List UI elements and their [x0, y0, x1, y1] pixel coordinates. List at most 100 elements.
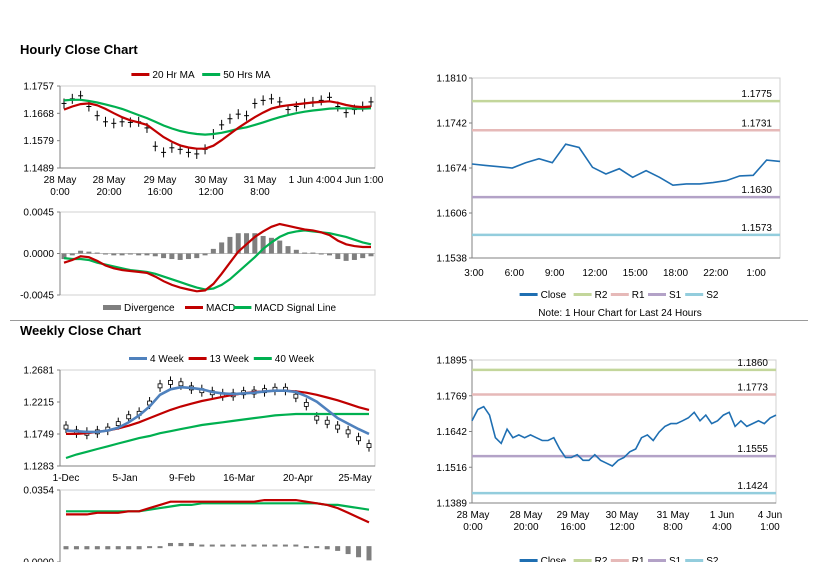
- hourly-divergence-bar: [69, 253, 75, 256]
- weekly-divergence-bar: [324, 546, 330, 550]
- weekly-price-body: [335, 424, 341, 430]
- hourly-section-title: Hourly Close Chart: [20, 42, 138, 57]
- hourly-divergence-bar: [327, 253, 333, 256]
- hourly-divergence-bar: [136, 253, 142, 256]
- weekly-price-body: [168, 380, 173, 385]
- hourly-price-legend-label: 50 Hrs MA: [223, 70, 271, 81]
- weekly-price-body: [126, 414, 132, 420]
- hourly-price-legend-label: 20 Hr MA: [152, 70, 195, 81]
- hourly-close-legend-label: R2: [595, 290, 608, 301]
- hourly-divergence-bar: [102, 253, 108, 255]
- weekly-price-body: [324, 419, 330, 425]
- hourly-divergence-bar: [285, 246, 291, 254]
- weekly-price-ytick: 1.1283: [23, 462, 54, 473]
- hourly-close-xtick: 9:00: [545, 268, 565, 279]
- hourly-close-r1-label: 1.1731: [741, 118, 772, 129]
- weekly-section-title: Weekly Close Chart: [20, 323, 142, 338]
- hourly-price-plot-frame: [59, 85, 376, 169]
- weekly-price-xtick: 20-Apr: [283, 473, 314, 484]
- hourly-close-legend-label: Close: [541, 290, 567, 301]
- weekly-price-body: [356, 436, 361, 442]
- weekly-price-xtick: 25-May: [338, 473, 371, 484]
- hourly-divergence-bar: [169, 253, 175, 260]
- weekly-price-body: [366, 443, 372, 449]
- weekly-close-ytick: 1.1769: [436, 391, 467, 402]
- hourly-macd-ytick: -0.0045: [20, 291, 54, 302]
- hourly-price-xtick-time: 8:00: [250, 187, 270, 198]
- weekly-divergence-bar: [178, 542, 184, 547]
- hourly-close-ytick: 1.1674: [436, 164, 467, 175]
- hourly-divergence-bar: [78, 250, 84, 254]
- hourly-divergence-bar: [310, 252, 316, 254]
- hourly-price-xtick: 30 May: [195, 175, 228, 186]
- hourly-price-xtick-time: 12:00: [198, 187, 223, 198]
- hourly-close-s2-label: 1.1573: [741, 223, 772, 234]
- hourly-macd-ytick: 0.0045: [23, 208, 54, 219]
- hourly-divergence-bar: [210, 248, 216, 254]
- weekly-price-body: [314, 415, 320, 421]
- weekly-divergence-bar: [126, 546, 132, 550]
- weekly-divergence-bar: [84, 546, 90, 550]
- hourly-divergence-bar: [302, 252, 308, 254]
- weekly-divergence-bar: [230, 544, 236, 547]
- weekly-price-ytick: 1.1749: [23, 430, 54, 441]
- hourly-divergence-bar: [127, 253, 133, 255]
- hourly-close-ytick: 1.1606: [436, 209, 467, 220]
- weekly-price-body: [115, 421, 121, 427]
- weekly-macd-ytick: 0.0000: [23, 558, 54, 562]
- weekly-price-body: [345, 429, 351, 435]
- weekly-price-body: [157, 383, 163, 389]
- hourly-close-xtick: 18:00: [663, 268, 688, 279]
- hourly-divergence-bar: [219, 242, 225, 254]
- hourly-close-xtick: 12:00: [582, 268, 607, 279]
- weekly-price-body: [293, 393, 299, 399]
- hourly-price-ytick: 1.1757: [23, 82, 54, 93]
- weekly-price-legend-label: 13 Week: [210, 354, 250, 365]
- hourly-close-xtick: 15:00: [623, 268, 648, 279]
- hourly-close-legend-label: S1: [669, 290, 682, 301]
- weekly-divergence-bar: [199, 544, 205, 547]
- weekly-13wk-line: [66, 389, 370, 435]
- hourly-divergence-bar: [260, 235, 266, 254]
- hourly-divergence-bar: [360, 253, 366, 259]
- hourly-price-xtick: 31 May: [244, 175, 277, 186]
- weekly-price-plot-frame: [59, 369, 376, 467]
- hourly-macd-legend-swatch: [103, 305, 121, 310]
- weekly-divergence-bar: [335, 546, 341, 551]
- hourly-divergence-bar: [318, 253, 324, 255]
- weekly-close-xtick: 31 May: [657, 510, 690, 521]
- hourly-divergence-bar: [368, 253, 374, 257]
- weekly-divergence-bar: [356, 546, 362, 558]
- weekly-price-ytick: 1.2681: [23, 366, 54, 377]
- weekly-price-body: [63, 424, 69, 430]
- hourly-price-xtick-time: 16:00: [147, 187, 172, 198]
- weekly-close-legend-label: S2: [706, 556, 719, 562]
- hourly-price-ytick: 1.1489: [23, 164, 54, 175]
- hourly-price-ytick: 1.1579: [23, 136, 54, 147]
- weekly-price-xtick: 16-Mar: [223, 473, 255, 484]
- hourly-close-s1-label: 1.1630: [741, 185, 772, 196]
- hourly-divergence-bar: [161, 253, 167, 259]
- weekly-divergence-bar: [303, 546, 309, 549]
- weekly-divergence-bar: [136, 546, 142, 550]
- hourly-macd-ytick: 0.0000: [23, 249, 54, 260]
- hourly-macd-line: [63, 222, 371, 293]
- weekly-divergence-bar: [157, 546, 163, 549]
- weekly-close-xtick-time: 8:00: [663, 522, 683, 533]
- weekly-close-close-line: [471, 405, 777, 467]
- weekly-divergence-bar: [314, 546, 320, 549]
- weekly-close-legend-label: R1: [632, 556, 645, 562]
- hourly-close-legend-label: R1: [632, 290, 645, 301]
- weekly-close-xtick-time: 16:00: [560, 522, 585, 533]
- weekly-close-ytick: 1.1642: [436, 427, 467, 438]
- weekly-divergence-bar: [73, 546, 79, 550]
- weekly-divergence-bar: [262, 544, 268, 547]
- hourly-macd-legend-label: MACD Signal Line: [254, 303, 336, 314]
- hourly-close-close-line: [471, 143, 781, 187]
- weekly-close-xtick-time: 4:00: [712, 522, 732, 533]
- weekly-divergence-bar: [293, 544, 299, 547]
- hourly-divergence-bar: [152, 253, 158, 257]
- hourly-close-plot-frame: [471, 77, 781, 259]
- hourly-macd-legend-label: Divergence: [124, 303, 175, 314]
- hourly-divergence-bar: [293, 249, 299, 254]
